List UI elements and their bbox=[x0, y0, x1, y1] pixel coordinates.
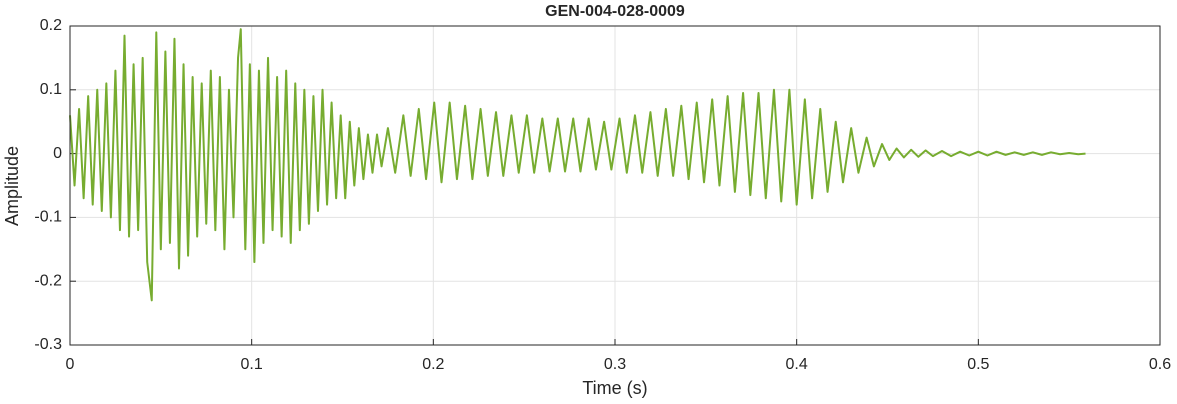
x-tick-label: 0.6 bbox=[1149, 356, 1171, 373]
y-tick-label: 0.2 bbox=[40, 17, 62, 34]
y-axis-label: Amplitude bbox=[2, 146, 22, 226]
y-tick-label: 0 bbox=[53, 145, 62, 162]
x-tick-label: 0.5 bbox=[967, 356, 989, 373]
x-tick-label: 0.3 bbox=[604, 356, 626, 373]
chart-title: GEN-004-028-0009 bbox=[545, 3, 685, 20]
x-tick-label: 0 bbox=[66, 356, 75, 373]
y-tick-label: -0.1 bbox=[34, 209, 62, 226]
y-tick-label: 0.1 bbox=[40, 81, 62, 98]
x-tick-label: 0.4 bbox=[786, 356, 808, 373]
axes-box bbox=[69, 25, 1161, 346]
y-tick-label: -0.3 bbox=[34, 336, 62, 353]
x-axis-label: Time (s) bbox=[582, 378, 647, 398]
waveform-line bbox=[69, 28, 1086, 302]
x-tick-label: 0.1 bbox=[241, 356, 263, 373]
x-tick-label: 0.2 bbox=[422, 356, 444, 373]
y-tick-label: -0.2 bbox=[34, 272, 62, 289]
